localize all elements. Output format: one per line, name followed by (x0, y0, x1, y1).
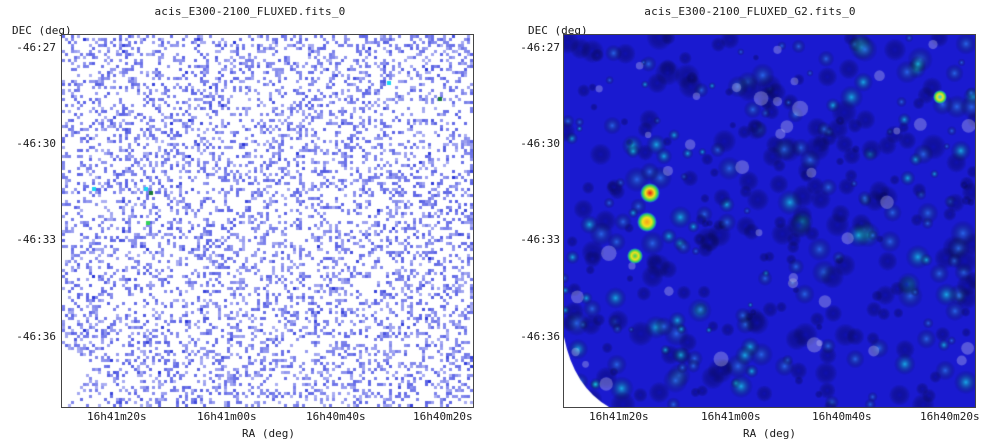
right-image-panel: acis_E300-2100_FLUXED_G2.fits_0 DEC (deg… (500, 0, 1000, 447)
right-ytick-0: -46:27 (520, 41, 560, 54)
left-ytick-3: -46:36 (16, 330, 56, 343)
smoothed-image (564, 35, 975, 407)
raw-counts-image (62, 35, 473, 407)
left-xtick-0: 16h41m20s (87, 410, 147, 423)
right-xtick-1: 16h41m00s (701, 410, 761, 423)
left-ytick-1: -46:30 (16, 137, 56, 150)
right-xtick-2: 16h40m40s (812, 410, 872, 423)
left-xtick-2: 16h40m40s (306, 410, 366, 423)
left-xtick-3: 16h40m20s (413, 410, 473, 423)
right-ra-axis-label: RA (deg) (743, 427, 796, 440)
left-xtick-1: 16h41m00s (197, 410, 257, 423)
left-dec-axis-label: DEC (deg) (12, 24, 72, 37)
left-panel-title: acis_E300-2100_FLUXED.fits_0 (154, 5, 346, 18)
left-image-panel: acis_E300-2100_FLUXED.fits_0 DEC (deg) -… (12, 5, 474, 440)
right-xtick-0: 16h41m20s (589, 410, 649, 423)
right-xtick-3: 16h40m20s (920, 410, 980, 423)
right-image-frame[interactable] (563, 34, 976, 408)
right-panel-title: acis_E300-2100_FLUXED_G2.fits_0 (644, 5, 856, 18)
left-ytick-0: -46:27 (16, 41, 56, 54)
right-ytick-1: -46:30 (520, 137, 560, 150)
left-ytick-2: -46:33 (16, 233, 56, 246)
right-ytick-3: -46:36 (520, 330, 560, 343)
left-image-frame[interactable] (61, 34, 474, 408)
right-ytick-2: -46:33 (520, 233, 560, 246)
right-dec-axis-label: DEC (deg) (528, 24, 588, 37)
left-ra-axis-label: RA (deg) (242, 427, 295, 440)
